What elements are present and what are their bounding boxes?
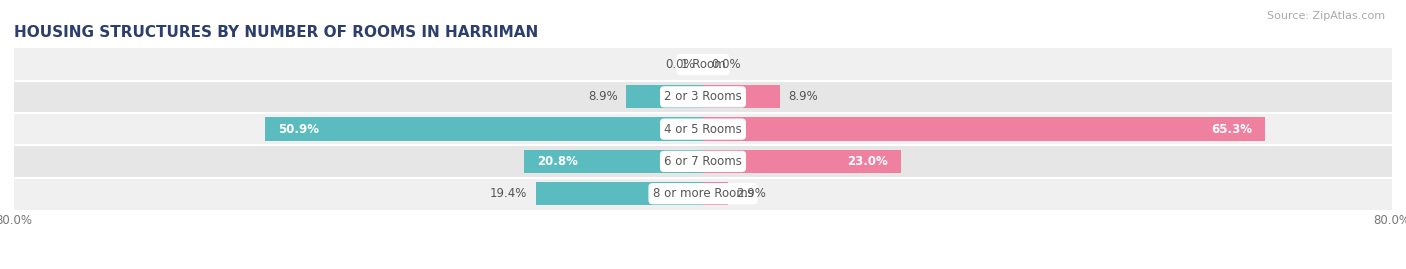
Bar [14,48,1392,81]
Bar [264,118,703,141]
Text: 65.3%: 65.3% [1212,123,1253,136]
Text: 2.9%: 2.9% [737,187,766,200]
Bar [703,85,780,108]
Bar [536,182,703,205]
Text: HOUSING STRUCTURES BY NUMBER OF ROOMS IN HARRIMAN: HOUSING STRUCTURES BY NUMBER OF ROOMS IN… [14,25,538,40]
Text: Source: ZipAtlas.com: Source: ZipAtlas.com [1267,11,1385,21]
Text: 4 or 5 Rooms: 4 or 5 Rooms [664,123,742,136]
Bar [14,113,1392,145]
Text: 19.4%: 19.4% [489,187,527,200]
Legend: Owner-occupied, Renter-occupied: Owner-occupied, Renter-occupied [578,266,828,269]
Text: 6 or 7 Rooms: 6 or 7 Rooms [664,155,742,168]
Text: 8.9%: 8.9% [588,90,617,103]
Bar [524,150,703,173]
Bar [626,85,703,108]
Text: 8.9%: 8.9% [789,90,818,103]
Bar [14,81,1392,113]
Bar [14,145,1392,178]
Text: 20.8%: 20.8% [537,155,578,168]
Text: 8 or more Rooms: 8 or more Rooms [652,187,754,200]
Text: 0.0%: 0.0% [665,58,695,71]
Text: 1 Room: 1 Room [681,58,725,71]
Text: 50.9%: 50.9% [277,123,319,136]
Bar [703,118,1265,141]
Text: 0.0%: 0.0% [711,58,741,71]
Text: 2 or 3 Rooms: 2 or 3 Rooms [664,90,742,103]
Bar [14,178,1392,210]
Bar [703,150,901,173]
Text: 23.0%: 23.0% [848,155,889,168]
Bar [703,182,728,205]
